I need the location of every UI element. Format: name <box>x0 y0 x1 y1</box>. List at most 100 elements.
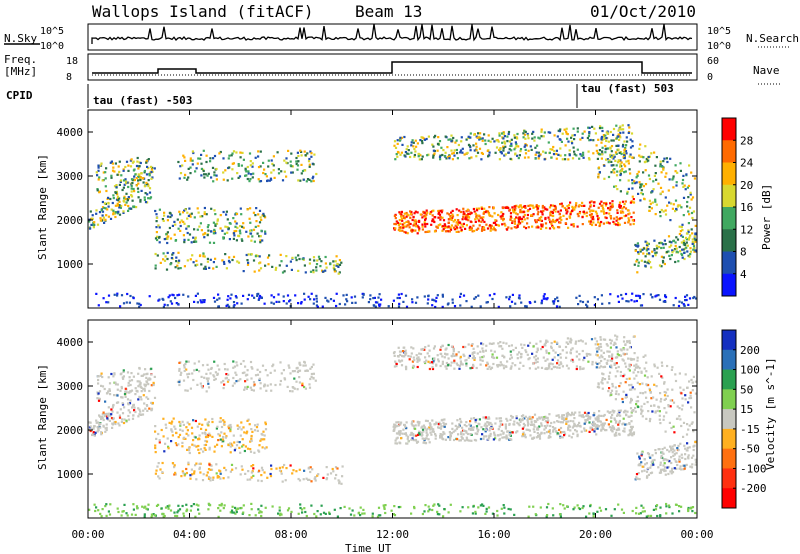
data-cell <box>208 241 212 244</box>
data-cell <box>123 195 126 198</box>
data-cell <box>277 293 280 296</box>
data-cell <box>505 434 508 437</box>
data-cell <box>291 370 294 373</box>
data-cell <box>632 222 635 226</box>
data-cell <box>403 346 406 349</box>
data-cell <box>665 172 668 175</box>
data-cell <box>127 418 131 421</box>
data-cell <box>647 473 650 476</box>
data-cell <box>675 181 678 184</box>
data-cell <box>139 200 142 203</box>
data-cell <box>615 366 618 370</box>
data-cell <box>215 427 218 430</box>
data-cell <box>581 414 585 417</box>
data-cell <box>475 145 478 148</box>
data-cell <box>396 296 399 300</box>
data-cell <box>464 227 467 230</box>
data-cell <box>253 240 256 243</box>
data-cell <box>345 293 348 296</box>
data-cell <box>105 214 108 217</box>
data-cell <box>514 141 517 144</box>
data-cell <box>263 168 266 171</box>
data-cell <box>510 149 513 152</box>
data-cell <box>257 155 260 158</box>
data-cell <box>682 388 685 391</box>
data-cell <box>166 237 169 240</box>
data-cell <box>572 146 575 149</box>
data-cell <box>573 150 576 153</box>
data-cell <box>397 293 400 296</box>
data-cell <box>206 435 209 438</box>
data-cell <box>235 296 238 299</box>
data-cell <box>590 216 593 219</box>
data-cell <box>415 434 418 437</box>
data-cell <box>493 140 496 143</box>
data-cell <box>640 189 643 192</box>
data-cell <box>136 187 140 190</box>
data-cell <box>137 173 140 176</box>
data-cell <box>430 210 434 213</box>
data-cell <box>530 420 533 424</box>
data-cell <box>635 400 638 403</box>
data-cell <box>556 366 559 369</box>
data-cell <box>394 426 397 429</box>
data-cell <box>654 164 657 167</box>
data-cell <box>222 171 225 174</box>
data-cell <box>617 133 620 136</box>
data-cell <box>689 391 692 394</box>
data-cell <box>606 350 609 353</box>
data-cell <box>453 354 456 357</box>
data-cell <box>645 396 648 399</box>
data-cell <box>478 147 482 150</box>
data-cell <box>679 162 682 165</box>
data-cell <box>110 160 113 163</box>
data-cell <box>692 248 695 251</box>
data-cell <box>458 367 461 370</box>
data-cell <box>619 125 622 128</box>
data-cell <box>484 430 487 433</box>
data-cell <box>98 415 102 418</box>
data-cell <box>663 390 666 394</box>
data-cell <box>171 462 174 465</box>
data-cell <box>427 298 430 301</box>
data-cell <box>630 428 633 431</box>
data-cell <box>519 148 523 151</box>
data-cell <box>471 353 474 356</box>
data-cell <box>534 361 537 364</box>
data-cell <box>96 430 99 433</box>
data-cell <box>504 224 507 227</box>
data-cell <box>488 294 491 297</box>
data-cell <box>536 207 540 210</box>
data-cell <box>98 414 101 417</box>
data-cell <box>570 348 573 351</box>
data-cell <box>239 473 242 476</box>
data-cell <box>506 419 509 422</box>
data-cell <box>147 383 150 386</box>
data-cell <box>259 150 262 153</box>
data-cell <box>546 416 549 420</box>
data-cell <box>233 441 236 444</box>
data-cell <box>260 296 263 299</box>
data-cell <box>256 368 259 371</box>
data-cell <box>681 256 684 259</box>
data-cell <box>445 361 448 365</box>
data-cell <box>617 159 620 162</box>
data-cell <box>592 420 595 423</box>
data-cell <box>484 142 487 146</box>
data-cell <box>481 359 484 362</box>
data-cell <box>599 222 602 225</box>
data-cell <box>132 297 135 300</box>
data-cell <box>565 212 568 215</box>
data-cell <box>408 222 411 225</box>
data-cell <box>259 382 262 385</box>
data-cell <box>316 259 319 262</box>
data-cell <box>280 260 283 263</box>
data-cell <box>557 414 560 417</box>
data-cell <box>144 385 147 388</box>
data-cell <box>212 374 215 377</box>
data-cell <box>537 210 540 214</box>
data-cell <box>393 354 396 357</box>
data-cell <box>338 302 341 306</box>
data-cell <box>409 210 412 213</box>
data-cell <box>575 367 578 371</box>
